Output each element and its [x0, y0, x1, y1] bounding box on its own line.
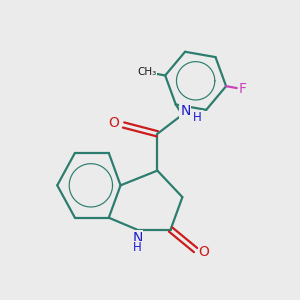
Text: CH₃: CH₃: [137, 67, 156, 77]
Text: O: O: [198, 245, 209, 259]
Text: H: H: [133, 241, 142, 254]
Text: O: O: [109, 116, 119, 130]
Text: F: F: [238, 82, 247, 96]
Text: N: N: [132, 231, 142, 245]
Text: H: H: [193, 110, 202, 124]
Text: N: N: [180, 104, 190, 118]
